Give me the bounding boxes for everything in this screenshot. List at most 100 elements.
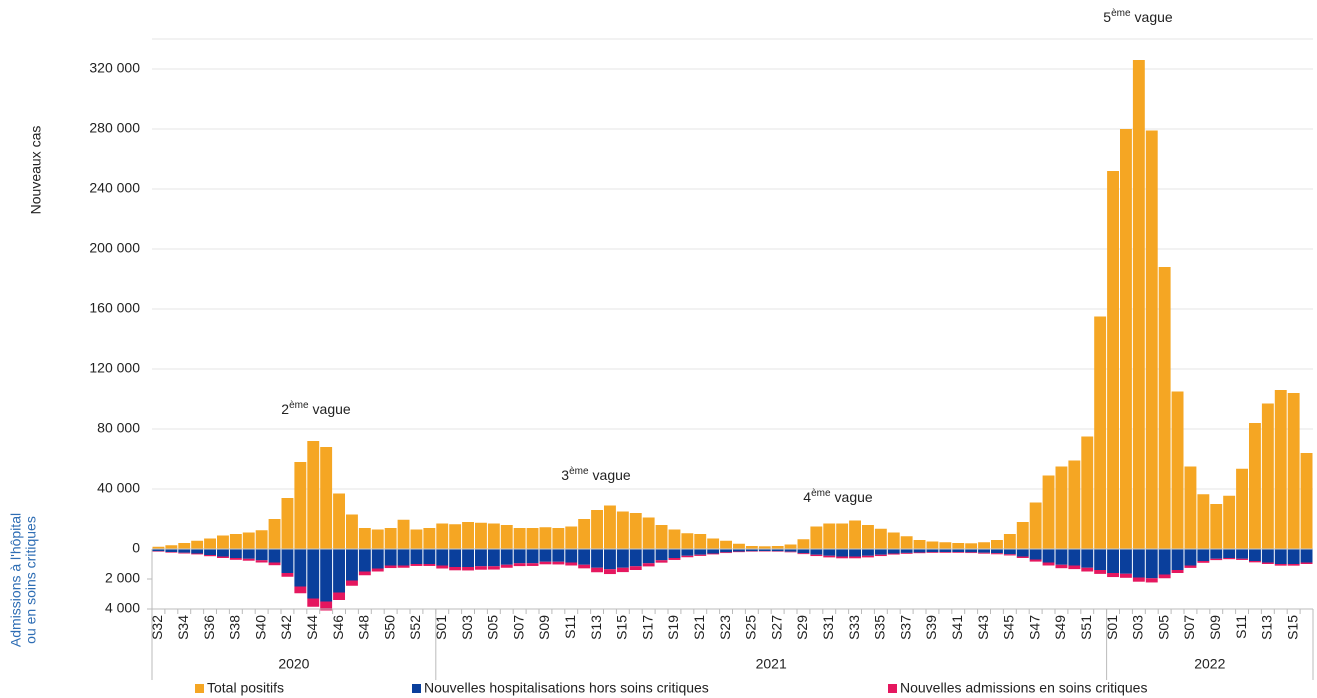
bar-soins-critiques (887, 553, 900, 555)
bar-soins-critiques (926, 552, 939, 553)
bar-hospitalisations (1068, 549, 1081, 566)
x-tick-label: S31 (820, 615, 836, 640)
bar-soins-critiques (1055, 564, 1068, 569)
bar-hospitalisations (217, 549, 229, 557)
annotation-sup: ème (289, 400, 309, 411)
bar-soins-critiques (1236, 558, 1248, 560)
bar-soins-critiques (913, 552, 926, 554)
bar-positifs (771, 546, 784, 549)
bar-hospitalisations (1210, 549, 1223, 559)
bar-positifs (1029, 502, 1042, 549)
bar-hospitalisations (307, 549, 320, 599)
y-tick-label: 160 000 (89, 300, 140, 316)
bar-soins-critiques (526, 563, 539, 566)
bar-hospitalisations (720, 549, 732, 553)
y-tick-label: 0 (132, 540, 140, 556)
x-tick-label: S36 (201, 615, 217, 640)
bar-hospitalisations (681, 549, 694, 556)
x-tick-label: S11 (562, 615, 578, 639)
bar-hospitalisations (642, 549, 655, 564)
bar-soins-critiques (591, 567, 603, 573)
annotation-number: 3 (561, 467, 569, 483)
bar-positifs (346, 514, 358, 549)
bar-hospitalisations (784, 549, 797, 552)
bar-soins-critiques (1300, 562, 1313, 564)
annotation-text: vague (313, 401, 351, 417)
bar-soins-critiques (1094, 570, 1107, 574)
bar-positifs (1145, 130, 1158, 549)
bar-positifs (1223, 495, 1236, 549)
bar-hospitalisations (539, 549, 552, 562)
bar-hospitalisations (1171, 549, 1184, 570)
y2-axis-title: ou en soins critiques (23, 516, 39, 644)
x-tick-label: S40 (252, 615, 268, 640)
bar-hospitalisations (500, 549, 513, 565)
annotation-number: 4 (803, 489, 811, 505)
x-tick-label: S51 (1078, 615, 1094, 640)
bar-positifs (475, 522, 487, 549)
bar-hospitalisations (849, 549, 861, 557)
bar-soins-critiques (900, 552, 913, 554)
bar-positifs (991, 540, 1003, 549)
bar-hospitalisations (965, 549, 978, 553)
bar-soins-critiques (694, 554, 707, 556)
x-tick-label: S05 (1155, 615, 1171, 640)
bar-hospitalisations (152, 549, 165, 552)
bar-hospitalisations (1287, 549, 1300, 564)
x-tick-label: S45 (1001, 615, 1017, 640)
bar-hospitalisations (487, 549, 500, 567)
bar-positifs (1068, 460, 1081, 549)
bar-hospitalisations (887, 549, 900, 554)
x-tick-label: S46 (330, 615, 346, 640)
bar-soins-critiques (204, 555, 216, 557)
bar-soins-critiques (1081, 567, 1094, 572)
bar-soins-critiques (655, 560, 668, 563)
bar-soins-critiques (578, 564, 591, 569)
bar-soins-critiques (1003, 554, 1016, 556)
x-tick-label: S05 (485, 615, 501, 640)
bar-hospitalisations (1055, 549, 1068, 565)
annotation: 4ème vague (803, 488, 873, 505)
x-tick-label: S33 (846, 615, 862, 640)
bar-soins-critiques (1042, 562, 1055, 566)
bar-hospitalisations (1274, 549, 1287, 564)
x-tick-label: S44 (304, 615, 320, 640)
bar-hospitalisations (707, 549, 720, 554)
bar-positifs (487, 523, 500, 549)
bar-positifs (952, 543, 965, 549)
bar-positifs (242, 532, 255, 549)
year-label: 2021 (756, 656, 787, 672)
x-tick-label: S47 (1026, 615, 1042, 640)
x-tick-label: S23 (717, 615, 733, 640)
year-label: 2020 (278, 656, 309, 672)
bar-soins-critiques (1068, 565, 1081, 570)
bar-positifs (733, 543, 745, 549)
annotation-text: vague (593, 467, 631, 483)
bar-positifs (449, 524, 462, 549)
bar-positifs (874, 528, 887, 549)
bar-positifs (358, 528, 371, 549)
bar-hospitalisations (410, 549, 423, 564)
bar-hospitalisations (1016, 549, 1029, 557)
bar-soins-critiques (1287, 564, 1300, 566)
bar-hospitalisations (1081, 549, 1094, 568)
bar-hospitalisations (874, 549, 887, 555)
x-tick-label: S39 (923, 615, 939, 640)
bar-hospitalisations (255, 549, 268, 561)
bar-hospitalisations (900, 549, 913, 553)
x-tick-label: S11 (1233, 615, 1249, 639)
y-tick-label: 40 000 (97, 480, 140, 496)
bar-positifs (965, 543, 978, 549)
x-tick-label: S32 (149, 615, 165, 640)
bar-positifs (668, 529, 681, 549)
bar-hospitalisations (952, 549, 965, 552)
bar-soins-critiques (681, 555, 694, 558)
x-tick-label: S09 (536, 615, 552, 640)
bar-soins-critiques (1145, 578, 1158, 583)
bar-positifs (462, 522, 474, 549)
bar-soins-critiques (487, 566, 500, 570)
bar-hospitalisations (1261, 549, 1274, 563)
bar-positifs (694, 534, 707, 549)
annotation-number: 2 (281, 401, 289, 417)
bar-positifs (1016, 522, 1029, 549)
